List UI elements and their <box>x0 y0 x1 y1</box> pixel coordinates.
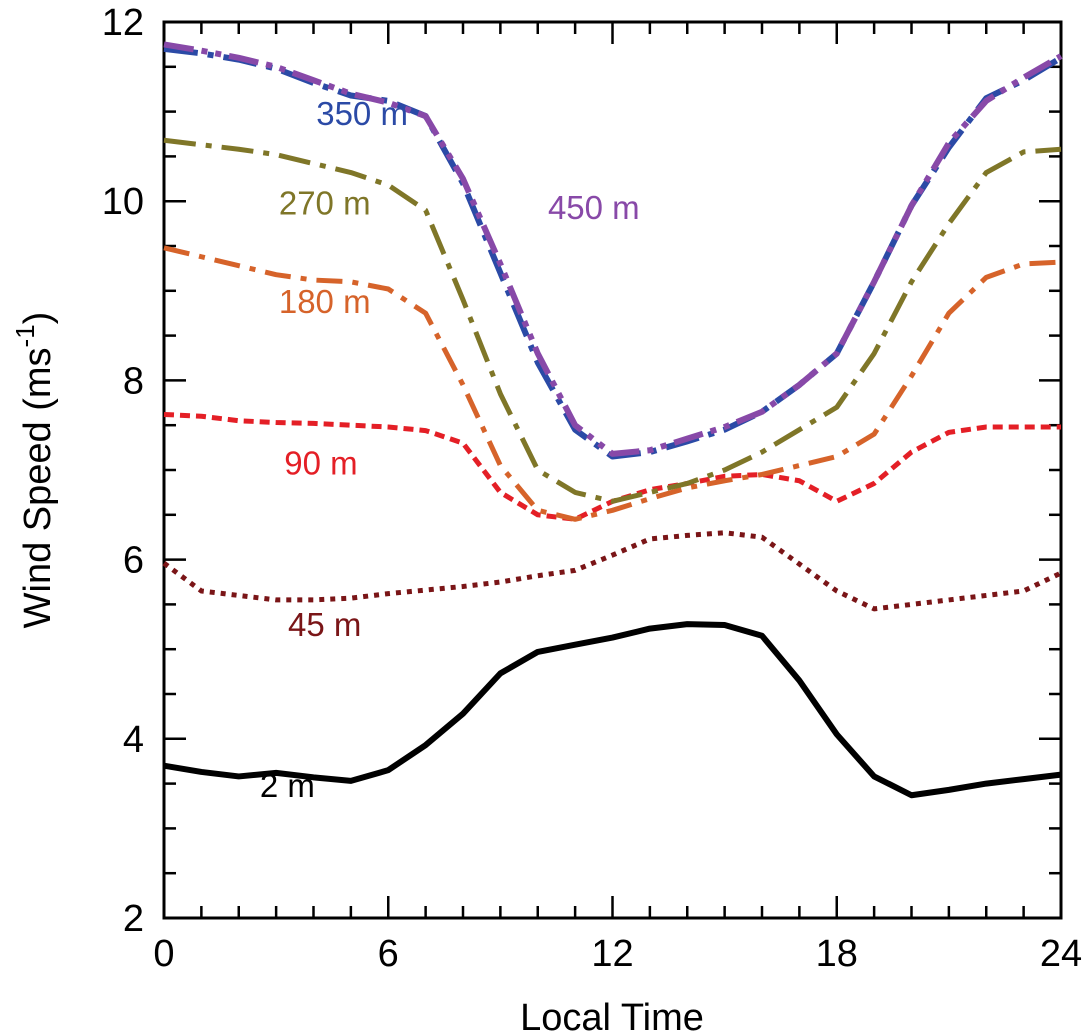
series-line-45-m <box>162 530 1063 612</box>
series-label-2-m: 2 m <box>260 767 315 804</box>
series-line-450-m <box>163 41 1063 457</box>
y-tick-label: 12 <box>102 2 144 44</box>
x-axis-label: Local Time <box>520 997 704 1036</box>
y-tick-label: 10 <box>102 181 144 223</box>
y-axis-label-superscript: -1 <box>10 324 40 347</box>
series-label-90-m: 90 m <box>284 444 357 481</box>
series-label-450-m: 450 m <box>548 189 640 226</box>
y-axis-label: Wind Speed (ms-1) <box>10 312 59 629</box>
series-label-270-m: 270 m <box>279 185 371 222</box>
series-labels: 2 m 45 m 90 m 180 m 270 m 350 m 450 m <box>260 95 640 804</box>
series-label-180-m: 180 m <box>279 283 371 320</box>
x-tick-label: 18 <box>816 933 858 975</box>
series-label-350-m: 350 m <box>316 95 408 132</box>
y-axis-label-main: Wind Speed (ms <box>17 347 59 628</box>
series-line-350-m <box>163 45 1063 460</box>
x-tick-label: 6 <box>378 933 399 975</box>
y-tick-label: 4 <box>123 719 144 761</box>
series-line-2-m <box>163 621 1062 799</box>
x-tick-label: 24 <box>1040 933 1082 975</box>
y-tick-label: 2 <box>123 898 144 940</box>
x-tick-label: 0 <box>153 933 174 975</box>
series-label-45-m: 45 m <box>288 606 361 643</box>
y-axis-label-close: ) <box>17 312 59 325</box>
series-line-180-m <box>163 245 1062 522</box>
series-line-270-m <box>163 137 1062 504</box>
series-lines <box>162 41 1063 799</box>
x-tick-label: 12 <box>591 933 633 975</box>
y-tick-label: 6 <box>123 540 144 582</box>
y-tick-label: 8 <box>123 360 144 402</box>
